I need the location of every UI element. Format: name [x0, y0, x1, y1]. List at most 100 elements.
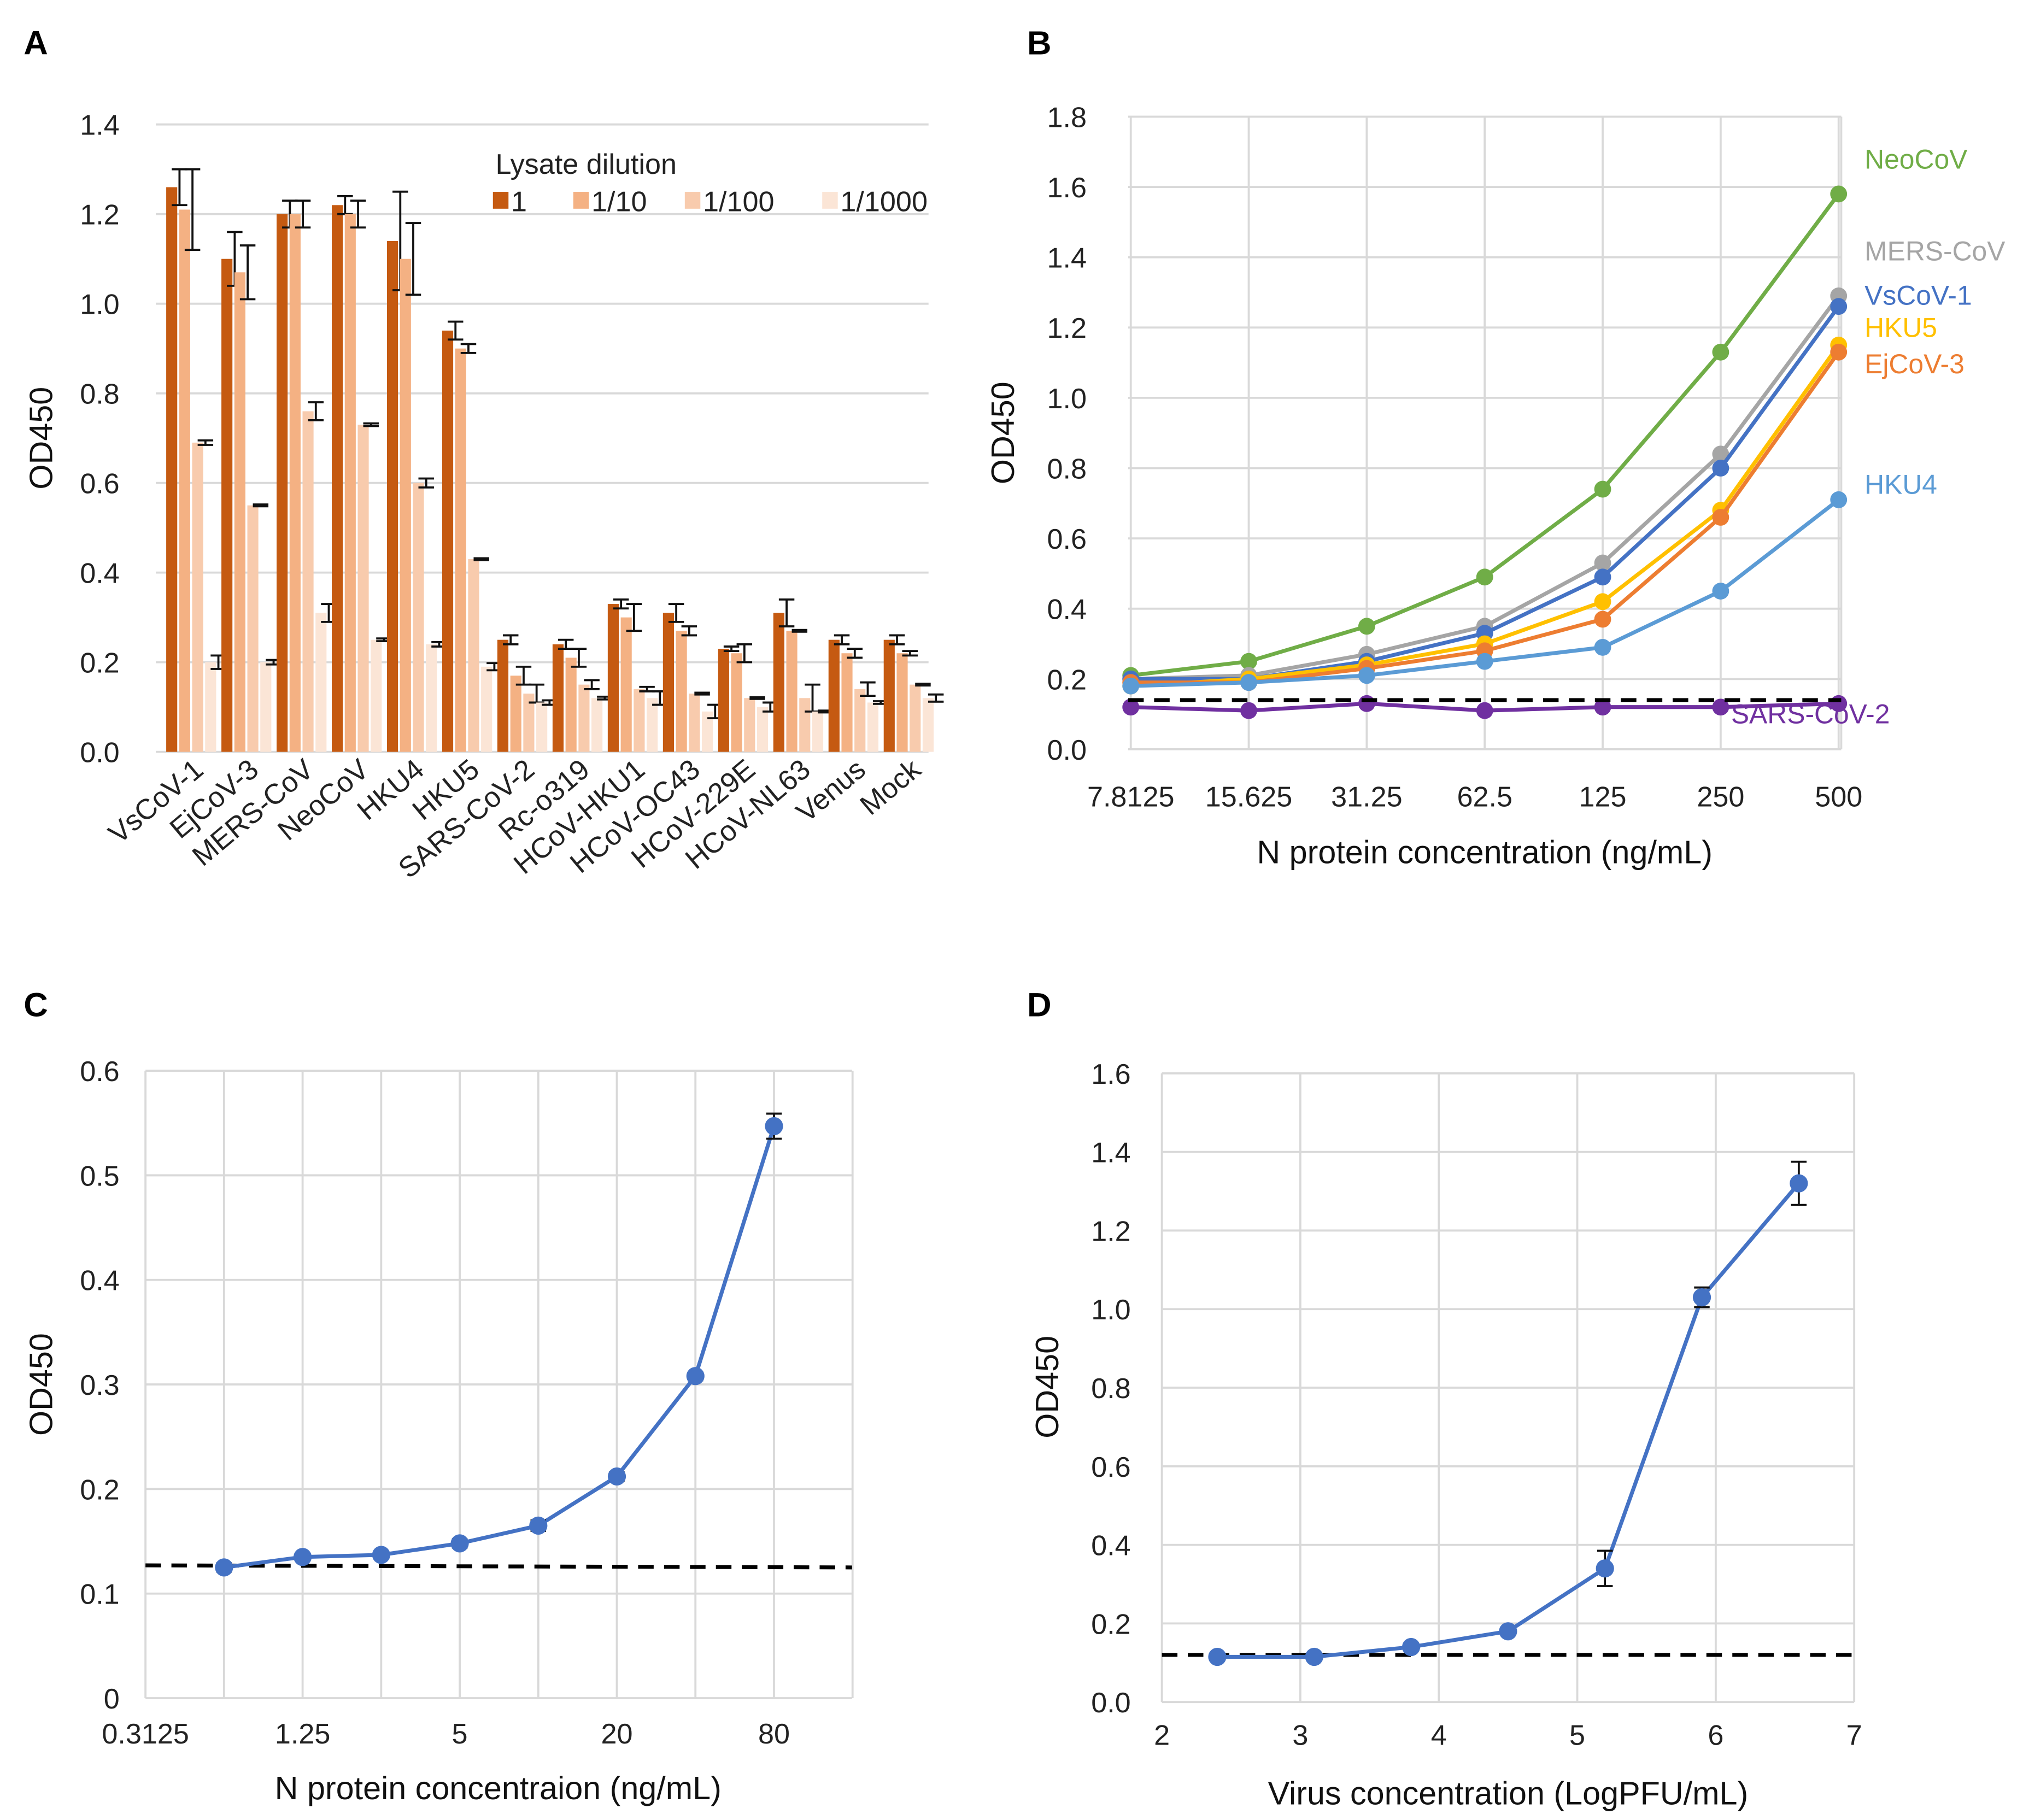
bar — [867, 702, 879, 752]
y-tick-label: 0.0 — [80, 737, 120, 769]
y-tick-label: 1.2 — [80, 199, 120, 231]
baseline-dashed — [145, 1563, 852, 1570]
bar — [386, 240, 398, 752]
legend-swatch — [492, 192, 509, 209]
y-tick-label: 1.0 — [1047, 383, 1087, 415]
error-bar — [405, 222, 421, 296]
y-tick-label: 0.8 — [80, 379, 120, 410]
y-axis-label: OD450 — [1029, 1336, 1065, 1439]
y-tick-label: 1.4 — [1047, 243, 1087, 274]
data-point — [450, 1534, 469, 1553]
error-bar — [363, 422, 379, 427]
y-axis-label: OD450 — [22, 387, 59, 490]
x-tick-label: 5 — [1569, 1719, 1585, 1751]
data-point — [607, 1467, 626, 1486]
data-point — [1122, 698, 1140, 716]
series-label: SARS-CoV-2 — [1731, 698, 1890, 729]
bar — [234, 272, 245, 752]
data-point — [1830, 298, 1848, 315]
bar — [497, 639, 509, 752]
series-line — [224, 1125, 776, 1570]
error-bar — [902, 650, 918, 657]
error-bar — [239, 244, 256, 301]
bar — [247, 505, 259, 752]
y-tick-label: 1.6 — [1047, 172, 1087, 204]
y-tick-label: 1.2 — [1091, 1216, 1131, 1247]
y-tick-label: 0.1 — [80, 1579, 120, 1611]
series-label: MERS-CoV — [1864, 236, 2005, 267]
x-tick-label: 2 — [1154, 1719, 1170, 1751]
data-point — [1712, 698, 1729, 716]
x-tick-label: 3 — [1292, 1719, 1308, 1751]
bar — [799, 698, 811, 752]
data-point — [372, 1546, 390, 1564]
bar — [620, 617, 632, 752]
bar — [676, 631, 687, 752]
y-axis-label: OD450 — [984, 381, 1021, 484]
error-bar — [529, 683, 544, 704]
legend-title: Lysate dilution — [496, 149, 677, 180]
data-point — [1830, 185, 1848, 203]
bar — [344, 214, 356, 752]
bar — [701, 711, 713, 752]
bar — [302, 411, 314, 752]
error-bar — [197, 439, 214, 446]
data-point — [1830, 343, 1848, 361]
data-point — [215, 1558, 233, 1577]
data-point — [1594, 480, 1611, 498]
x-axis-label: N protein concentration (ng/mL) — [1257, 834, 1713, 871]
y-tick-label: 0.6 — [1091, 1452, 1131, 1483]
bar — [812, 711, 824, 752]
bar — [192, 442, 203, 752]
bar — [786, 631, 798, 752]
data-point — [1240, 674, 1257, 691]
y-tick-label: 0.6 — [80, 1056, 120, 1088]
error-bar — [584, 679, 600, 690]
x-tick-label: 1.25 — [275, 1718, 331, 1750]
error-bar — [834, 634, 850, 645]
error-bar — [448, 320, 464, 341]
series-label: EjCoV-3 — [1864, 349, 1965, 379]
y-tick-label: 0.5 — [80, 1160, 120, 1192]
data-point — [1712, 343, 1729, 361]
x-axis-label: Virus concentration (LogPFU/mL) — [1268, 1775, 1749, 1812]
bar — [166, 187, 178, 752]
y-tick-label: 0.2 — [80, 1474, 120, 1506]
panel-label: B — [1027, 25, 1052, 62]
bar — [332, 205, 343, 752]
data-point — [1790, 1174, 1808, 1193]
y-tick-label: 0.0 — [1047, 735, 1087, 766]
bar — [455, 348, 466, 752]
bar — [523, 694, 535, 752]
bar — [442, 330, 454, 752]
legend-label: 1/1000 — [840, 186, 928, 218]
series-label: NeoCoV — [1864, 144, 1967, 174]
bar — [854, 689, 866, 752]
error-bar — [928, 693, 944, 703]
bar — [426, 644, 437, 752]
x-tick-label: 250 — [1697, 781, 1744, 813]
y-tick-label: 0.2 — [1091, 1608, 1131, 1640]
bar — [468, 559, 479, 752]
data-point — [294, 1548, 312, 1566]
data-point — [1594, 554, 1611, 572]
error-bar — [473, 557, 489, 561]
error-bar — [723, 645, 740, 653]
panel-label: C — [24, 986, 48, 1024]
bar — [510, 676, 521, 752]
legend-label: 1/10 — [591, 186, 647, 218]
legend-swatch — [684, 192, 701, 209]
legend-swatch — [573, 192, 589, 209]
data-point — [686, 1367, 705, 1385]
bar — [578, 684, 590, 752]
data-point — [529, 1516, 548, 1535]
y-tick-label: 0.4 — [1091, 1530, 1131, 1562]
bar — [922, 698, 934, 752]
error-bar — [308, 401, 324, 421]
bar — [744, 698, 755, 752]
bar — [883, 639, 895, 752]
x-tick-label: 0.3125 — [102, 1718, 189, 1750]
bar — [400, 259, 411, 752]
data-point — [1476, 568, 1493, 586]
